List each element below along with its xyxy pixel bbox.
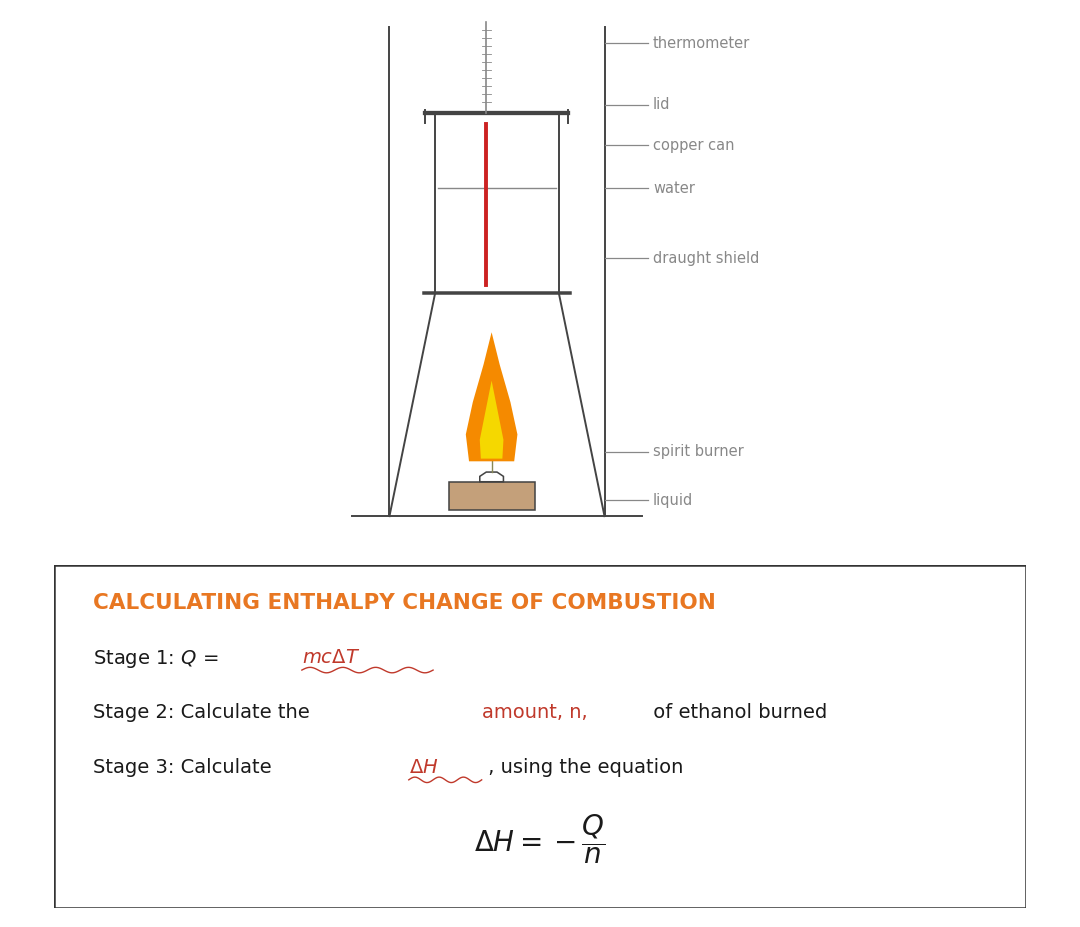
Text: $\Delta H = -\dfrac{Q}{n}$: $\Delta H = -\dfrac{Q}{n}$ bbox=[474, 812, 606, 866]
Text: water: water bbox=[653, 181, 694, 196]
Polygon shape bbox=[465, 332, 517, 462]
Polygon shape bbox=[480, 381, 503, 459]
Text: of ethanol burned: of ethanol burned bbox=[647, 703, 827, 721]
Text: CALCULATING ENTHALPY CHANGE OF COMBUSTION: CALCULATING ENTHALPY CHANGE OF COMBUSTIO… bbox=[93, 593, 716, 613]
Polygon shape bbox=[480, 472, 503, 482]
Text: copper can: copper can bbox=[653, 138, 734, 153]
Text: draught shield: draught shield bbox=[653, 250, 759, 265]
Text: spirit burner: spirit burner bbox=[653, 444, 744, 459]
Text: amount, n,: amount, n, bbox=[482, 703, 588, 721]
Text: , using the equation: , using the equation bbox=[482, 757, 683, 777]
FancyBboxPatch shape bbox=[54, 565, 1026, 908]
Text: lid: lid bbox=[653, 97, 671, 112]
Text: Stage 3: Calculate: Stage 3: Calculate bbox=[93, 757, 278, 777]
Text: $\mathit{mc\Delta T}$: $\mathit{mc\Delta T}$ bbox=[302, 648, 360, 667]
Text: Stage 1: $\mathit{Q}$ =: Stage 1: $\mathit{Q}$ = bbox=[93, 648, 220, 670]
Text: thermometer: thermometer bbox=[653, 35, 751, 50]
Text: liquid: liquid bbox=[653, 492, 693, 507]
Text: Stage 2: Calculate the: Stage 2: Calculate the bbox=[93, 703, 315, 721]
Bar bbox=[448, 482, 535, 510]
Text: $\mathit{\Delta H}$: $\mathit{\Delta H}$ bbox=[409, 757, 438, 777]
